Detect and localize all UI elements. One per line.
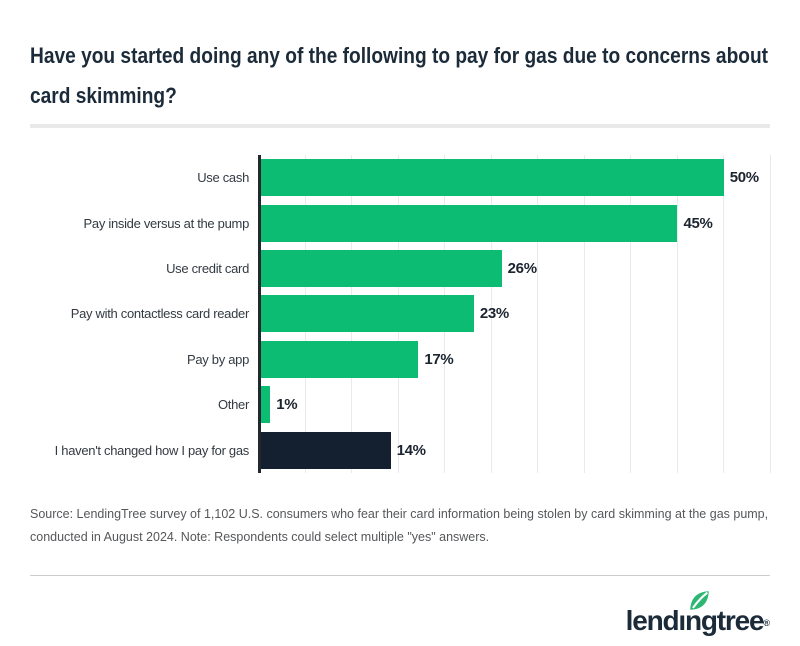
logo-text-post: ngtree [684, 605, 765, 636]
chart-row: Pay inside versus at the pump 45% [30, 200, 770, 245]
category-label: Use cash [197, 170, 249, 186]
bar [261, 250, 502, 288]
gridline [537, 155, 539, 473]
category-label: Pay inside versus at the pump [83, 215, 250, 231]
chart-row: I haven't changed how I pay for gas 14% [30, 428, 770, 473]
logo-text-i: ı [678, 605, 686, 636]
bar-value-label: 45% [683, 214, 713, 232]
bar-value-label: 17% [424, 350, 454, 368]
gridline [770, 155, 771, 473]
gridline [490, 155, 492, 473]
bar [261, 295, 474, 333]
registered-mark: ® [763, 618, 770, 628]
leaf-icon [689, 591, 709, 610]
row-plot: 23% [258, 295, 770, 333]
gridline [630, 155, 632, 473]
bar-value-label: 1% [276, 396, 298, 414]
bar [261, 340, 419, 378]
y-axis-line [258, 155, 261, 473]
chart-rows: Use cash 50% Pay inside versus at the pump… [30, 155, 770, 473]
gridline [723, 155, 725, 473]
logo-text-pre: lend [625, 605, 680, 636]
row-plot: 17% [258, 340, 770, 378]
category-label: Use credit card [166, 261, 249, 277]
chart-row: Use credit card 26% [30, 246, 770, 291]
footer: lendıngtree® [30, 591, 770, 636]
chart-row: Other 1% [30, 382, 770, 427]
category-label: Other [217, 397, 249, 413]
bar-value-label: 26% [507, 260, 537, 278]
category-label: Pay by app [186, 351, 249, 367]
bar-value-label: 50% [729, 169, 759, 187]
footer-divider [30, 575, 770, 576]
row-plot: 1% [258, 386, 770, 424]
row-plot: 50% [258, 159, 770, 197]
bar [261, 386, 271, 424]
bar [261, 159, 724, 197]
chart-title: Have you started doing any of the follow… [30, 36, 770, 116]
bar-value-label: 23% [479, 305, 509, 323]
bar [261, 431, 391, 469]
row-plot: 45% [258, 204, 770, 242]
source-note: Source: LendingTree survey of 1,102 U.S.… [30, 507, 769, 544]
bar-value-label: 14% [396, 441, 426, 459]
chart-title-line-2: card skimming? [30, 83, 177, 108]
row-plot: 14% [258, 431, 770, 469]
lendingtree-logo: lendıngtree® [625, 591, 770, 636]
bar [261, 204, 678, 242]
category-label: I haven't changed how I pay for gas [54, 442, 250, 458]
category-label: Pay with contactless card reader [70, 306, 250, 322]
gridline [583, 155, 585, 473]
chart-row: Pay by app 17% [30, 337, 770, 382]
chart-row: Use cash 50% [30, 155, 770, 200]
title-divider [30, 124, 770, 128]
chart-title-line-1: Have you started doing any of the follow… [30, 43, 769, 68]
chart-row: Pay with contactless card reader 23% [30, 291, 770, 336]
bar-chart: Use cash 50% Pay inside versus at the pump… [30, 155, 771, 473]
row-plot: 26% [258, 250, 770, 288]
gridline [676, 155, 678, 473]
